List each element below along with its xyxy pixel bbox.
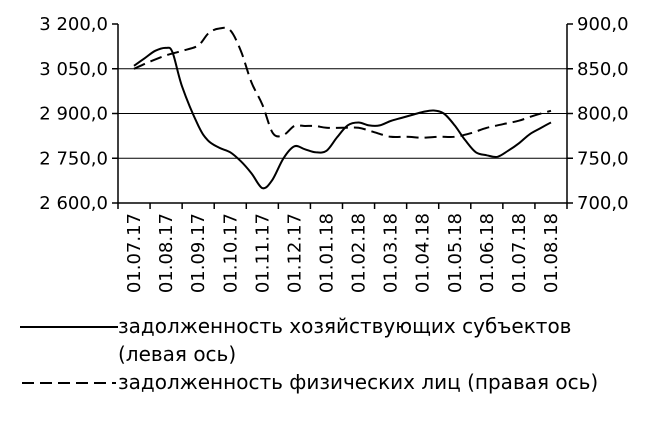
left-tick-label: 2 750,0 xyxy=(39,148,108,169)
legend-item-dashed: задолженность физических лиц (правая ось… xyxy=(20,368,638,398)
x-tick-label: 01.07.17 xyxy=(124,213,145,293)
right-tick-label: 750,0 xyxy=(577,148,629,169)
left-tick-label: 2 900,0 xyxy=(39,104,108,125)
legend-swatch-solid xyxy=(20,326,118,328)
left-tick-label: 2 600,0 xyxy=(39,193,108,214)
x-tick-label: 01.01.18 xyxy=(316,213,337,293)
x-tick-label: 01.08.18 xyxy=(541,213,562,293)
right-tick-label: 900,0 xyxy=(577,14,629,35)
left-tick-label: 3 050,0 xyxy=(39,59,108,80)
legend-label-solid: задолженность хозяйствующих субъектов (л… xyxy=(118,314,572,366)
series-line-households xyxy=(133,26,552,139)
right-tick-label: 800,0 xyxy=(577,104,629,125)
right-tick-label: 850,0 xyxy=(577,59,629,80)
legend-label-dashed: задолженность физических лиц (правая ось… xyxy=(118,370,599,394)
x-tick-label: 01.10.17 xyxy=(220,213,241,293)
series-line-enterprises xyxy=(133,46,552,190)
x-tick-label: 01.07.18 xyxy=(509,213,530,293)
x-tick-label: 01.09.17 xyxy=(188,213,209,293)
gridlines xyxy=(118,68,567,159)
x-tick-label: 01.08.17 xyxy=(156,213,177,293)
left-tick-label: 3 200,0 xyxy=(39,14,108,35)
x-tick-label: 01.05.18 xyxy=(445,213,466,293)
x-tick-label: 01.03.18 xyxy=(381,213,402,293)
x-tick-label: 01.11.17 xyxy=(252,213,273,293)
x-tick-label: 01.04.18 xyxy=(413,213,434,293)
left-axis-ticks: 2 600,0 2 750,0 2 900,0 3 050,0 3 200,0 xyxy=(39,14,118,214)
x-tick-label: 01.12.17 xyxy=(284,213,305,293)
x-axis-ticks: 01.07.17 01.08.17 01.09.17 01.10.17 01.11.17… xyxy=(117,203,568,293)
right-axis-ticks: 700,0 750,0 800,0 850,0 900,0 xyxy=(567,14,629,214)
x-tick-label: 01.02.18 xyxy=(349,213,370,293)
legend-swatch-dashed xyxy=(22,382,116,384)
chart-svg: 2 600,0 2 750,0 2 900,0 3 050,0 3 200,0 700,… xyxy=(39,14,629,293)
series-lines xyxy=(133,26,552,190)
legend-item-solid: задолженность хозяйствующих субъектов (л… xyxy=(20,312,638,368)
legend: задолженность хозяйствующих субъектов (л… xyxy=(0,312,651,428)
right-tick-label: 700,0 xyxy=(577,193,629,214)
x-tick-label: 01.06.18 xyxy=(477,213,498,293)
